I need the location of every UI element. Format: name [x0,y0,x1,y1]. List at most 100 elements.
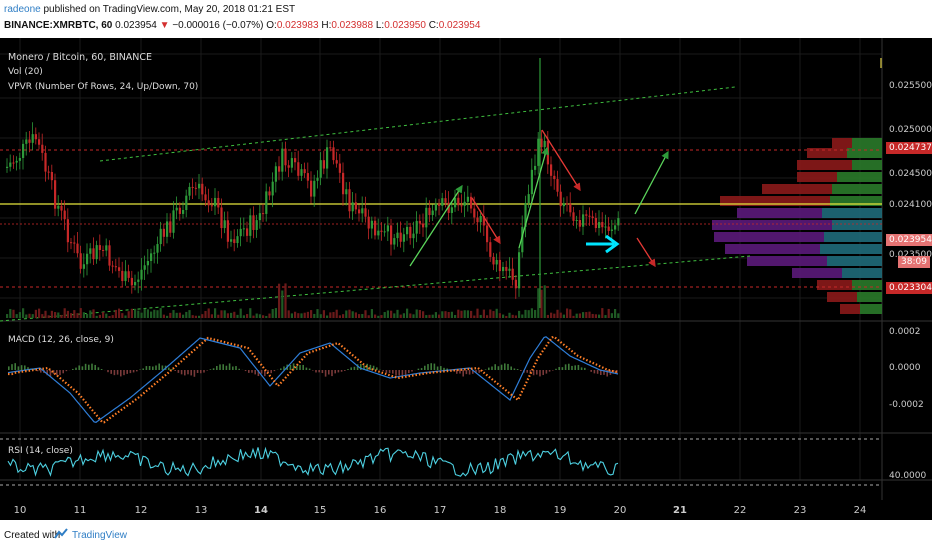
macd-histogram-bar [571,365,573,370]
vpvr-up-bar [860,304,882,314]
macd-histogram-bar [539,370,541,377]
volume-bar [476,308,479,318]
volume-bar [114,309,117,318]
volume-bar [111,315,114,318]
volume-bar [310,310,313,318]
macd-histogram-bar [244,370,247,372]
candle-body [367,216,370,229]
macd-histogram-bar [600,370,602,376]
candle-body [562,203,565,207]
tradingview-brand[interactable]: TradingView [72,530,128,541]
candle-body [610,229,613,231]
candle-body [265,191,268,214]
candle-body [124,271,127,282]
macd-histogram-bar [408,370,410,374]
volume-bar [473,315,476,318]
candle-body [41,144,44,153]
cyan-arrowhead-icon [605,234,620,254]
volume-bar [82,312,85,318]
macd-histogram-bar [388,370,391,374]
candle-body [607,226,610,231]
macd-histogram-bar [78,365,80,370]
volume-bar [614,309,617,318]
volume-bar [92,309,95,318]
macd-histogram-bar [200,370,202,374]
macd-histogram-bar [161,365,164,370]
candle-body [434,203,437,211]
volume-bar [466,310,469,318]
candle-body [204,194,207,201]
macd-histogram-bar [334,370,336,374]
author-link[interactable]: radeone [4,4,41,15]
volume-bar [98,314,101,318]
macd-histogram-bar [91,363,93,370]
macd-histogram-bar [443,367,445,370]
volume-bar [399,314,402,318]
macd-histogram-bar [88,364,90,370]
macd-pane [7,335,619,424]
macd-histogram-bar [139,369,141,370]
candle-body [329,147,332,149]
macd-histogram-bar [321,370,324,374]
volume-bar [178,312,181,318]
macd-tick: -0.0002 [889,400,924,410]
candle-body [79,253,82,269]
chart-area[interactable]: 0.025500 0.025000 0.024500 0.024100 0.023500… [0,38,932,520]
drawings[interactable] [409,129,669,268]
candle-body [402,234,405,242]
macd-histogram-bar [516,369,519,370]
candle-body [217,197,220,208]
volume-bar [594,314,597,318]
macd-histogram-bar [459,370,461,374]
macd-histogram-bar [155,365,157,370]
candle-body [249,215,252,236]
volume-bar [262,315,265,318]
volume-bar [233,311,236,318]
candle-body [134,281,137,286]
volume-bar [252,315,255,318]
chart-header: radeone published on TradingView.com, Ma… [0,0,932,38]
macd-histogram-bar [510,366,512,370]
chart-canvas[interactable]: 0.025500 0.025000 0.024500 0.024100 0.023500… [0,38,932,520]
volume-bars [6,283,620,318]
volume-bar [332,312,335,318]
candle-body [409,226,412,239]
macd-histogram-bar [324,370,327,377]
candle-body [332,147,335,161]
volume-bar [489,309,492,318]
volume-bar [364,310,367,318]
volume-bar [370,309,373,318]
candle-body [246,228,249,236]
volume-bar [79,308,82,318]
candle-body [601,221,604,228]
price-label-upper: 0.024737 [886,142,932,154]
macd-histogram-bar [356,364,359,370]
volume-bar [521,314,524,318]
candle-body [156,244,159,253]
time-tick: 10 [14,505,27,516]
countdown-label: 38:09 [898,256,930,268]
candle-body [114,266,117,268]
macd-histogram-bar [417,368,420,370]
candle-body [377,230,380,236]
volume-bar [265,315,268,318]
candle-body [460,205,463,207]
candle-body [198,183,201,189]
candle-body [594,217,597,229]
publish-line: radeone published on TradingView.com, Ma… [4,4,295,15]
candle-body [230,239,233,242]
macd-histogram-bar [123,370,125,376]
vpvr-up-bar [837,172,882,182]
macd-histogram-bar [177,370,180,373]
vpvr-up-bar [822,208,882,218]
candle-body [86,253,89,265]
candle-body [130,277,133,286]
volume-bar [50,310,53,318]
candle-body [527,194,530,204]
candle-body [150,253,153,261]
macd-histogram-bar [168,367,170,370]
low-label: L: [375,20,385,31]
candle-body [534,165,537,170]
volume-bar [598,314,601,318]
macd-histogram-bar [401,370,404,376]
